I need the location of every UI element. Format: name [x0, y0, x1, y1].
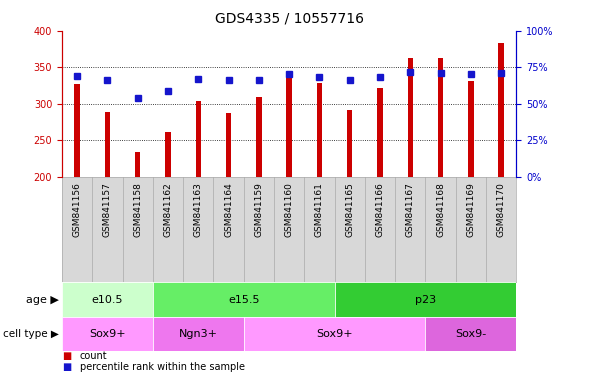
Text: ■: ■ — [62, 362, 71, 372]
Text: GDS4335 / 10557716: GDS4335 / 10557716 — [215, 12, 363, 25]
Bar — [153, 282, 335, 317]
Bar — [335, 282, 516, 317]
Text: Sox9+: Sox9+ — [316, 329, 353, 339]
Text: GSM841159: GSM841159 — [254, 182, 263, 237]
Text: e15.5: e15.5 — [228, 295, 260, 305]
Text: count: count — [80, 351, 107, 361]
Bar — [286, 78, 292, 177]
Text: Sox9+: Sox9+ — [89, 329, 126, 339]
Text: GSM841163: GSM841163 — [194, 182, 203, 237]
Text: Sox9-: Sox9- — [455, 329, 486, 339]
Text: ■: ■ — [62, 351, 71, 361]
Bar — [62, 282, 153, 317]
Text: GSM841160: GSM841160 — [284, 182, 294, 237]
Text: GSM841167: GSM841167 — [406, 182, 415, 237]
Text: p23: p23 — [415, 295, 436, 305]
Bar — [438, 58, 443, 177]
Bar — [408, 58, 413, 177]
Text: age ▶: age ▶ — [26, 295, 59, 305]
Bar — [256, 97, 261, 177]
Text: GSM841157: GSM841157 — [103, 182, 112, 237]
Text: GSM841166: GSM841166 — [375, 182, 385, 237]
Text: GSM841162: GSM841162 — [163, 182, 172, 237]
Text: GSM841170: GSM841170 — [497, 182, 506, 237]
Bar — [226, 113, 231, 177]
Bar — [468, 81, 474, 177]
Bar — [104, 113, 110, 177]
Text: GSM841158: GSM841158 — [133, 182, 142, 237]
Bar — [244, 317, 425, 351]
Bar — [347, 110, 352, 177]
Bar — [74, 84, 80, 177]
Text: GSM841165: GSM841165 — [345, 182, 354, 237]
Text: Ngn3+: Ngn3+ — [179, 329, 218, 339]
Text: GSM841156: GSM841156 — [73, 182, 81, 237]
Bar — [153, 317, 244, 351]
Bar — [195, 101, 201, 177]
Bar — [377, 88, 383, 177]
Text: percentile rank within the sample: percentile rank within the sample — [80, 362, 245, 372]
Text: cell type ▶: cell type ▶ — [3, 329, 59, 339]
Bar — [499, 43, 504, 177]
Text: GSM841169: GSM841169 — [466, 182, 476, 237]
Text: e10.5: e10.5 — [91, 295, 123, 305]
Text: GSM841168: GSM841168 — [436, 182, 445, 237]
Text: GSM841161: GSM841161 — [315, 182, 324, 237]
Bar — [135, 152, 140, 177]
Bar — [425, 317, 516, 351]
Bar — [317, 83, 322, 177]
Text: GSM841164: GSM841164 — [224, 182, 233, 237]
Bar — [165, 132, 171, 177]
Bar — [62, 317, 153, 351]
